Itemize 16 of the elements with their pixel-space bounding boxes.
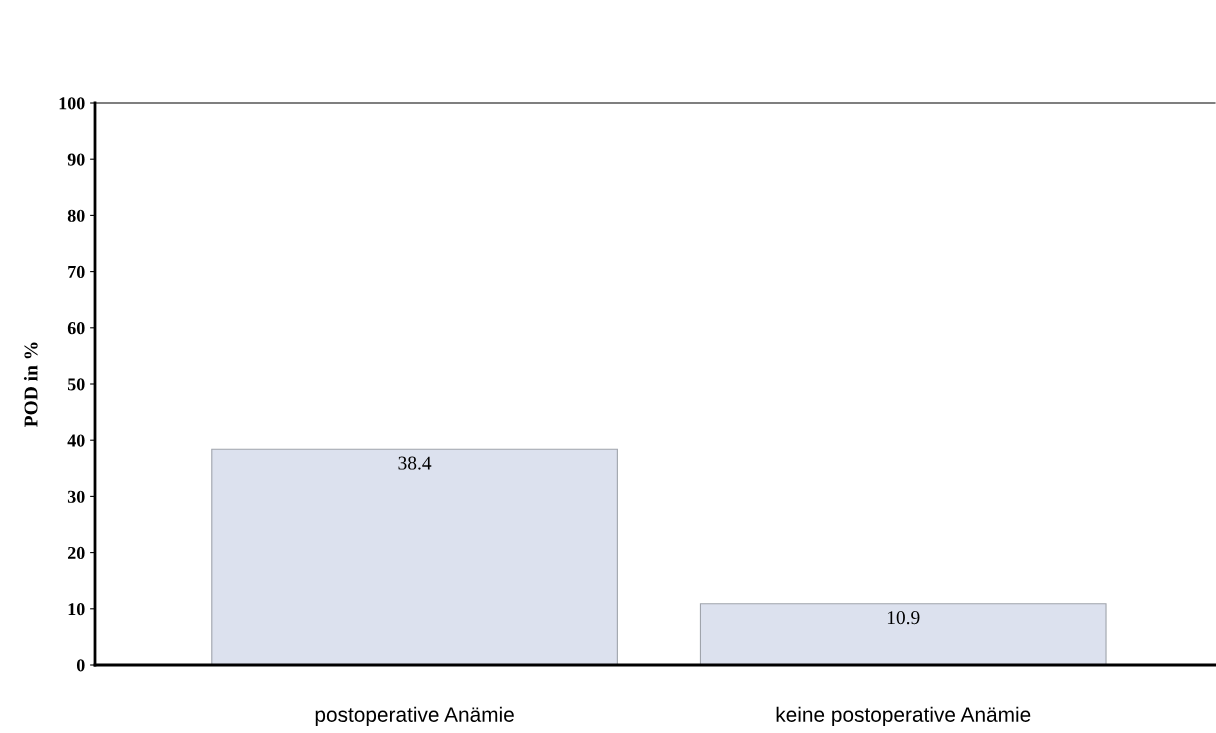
x-tick-label: postoperative Anämie [315,706,514,727]
y-tick-label: 90 [67,153,85,166]
data-label: 38.4 [398,456,432,470]
y-tick-label: 10 [68,603,85,616]
y-tick-label: 50 [67,378,85,391]
y-tick-label: 100 [59,97,85,110]
y-tick-label: 80 [67,209,85,222]
y-tick-label: 70 [68,265,85,279]
y-axis-title: POD in % [23,342,38,427]
y-tick-label: 0 [76,659,85,672]
x-tick-label: keine postoperative Anämie [776,706,1031,727]
y-tick-label: 20 [67,546,85,560]
data-label: 10.9 [887,611,920,625]
y-tick-label: 40 [67,434,85,447]
y-tick-label: 60 [67,322,85,335]
y-tick-label: 30 [67,490,85,503]
